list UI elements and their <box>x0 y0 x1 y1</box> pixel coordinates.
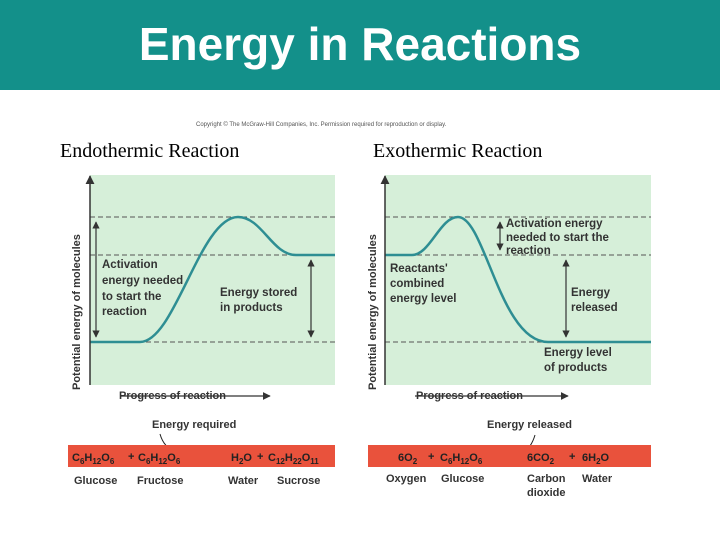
energy-required-caption: Energy required <box>152 419 236 431</box>
activation-label-line: needed to start the <box>506 232 609 244</box>
activation-label-line: reaction <box>506 245 551 257</box>
energy-curve <box>385 215 651 344</box>
x-axis-label: Progress of reaction <box>119 390 226 402</box>
y-axis-label: Potential energy of molecules <box>71 234 83 390</box>
reactants-label-line: Reactants' <box>390 263 448 275</box>
equation-product-water: 6H2O <box>582 452 610 466</box>
equation-product-co2: 6CO2 <box>527 452 555 466</box>
activation-label-line: Activation <box>102 259 158 271</box>
products-label-line: Energy level <box>544 347 612 359</box>
name-sucrose: Sucrose <box>277 475 320 487</box>
activation-label-line: reaction <box>102 306 147 318</box>
endothermic-equation-bar <box>68 445 335 467</box>
exothermic-subtitle: Exothermic Reaction <box>373 140 543 162</box>
name-carbon: Carbon <box>527 473 566 485</box>
name-glucose: Glucose <box>441 473 484 485</box>
activation-label-line: Activation energy <box>506 218 603 230</box>
energy-stored-label-line: Energy stored <box>220 287 297 299</box>
products-label-line: of products <box>544 362 607 374</box>
energy-stored-label-line: in products <box>220 302 283 314</box>
name-water: Water <box>228 475 259 487</box>
y-axis-label: Potential energy of molecules <box>367 234 379 390</box>
equation-plus: + <box>428 451 434 463</box>
equation-plus: + <box>128 451 134 463</box>
endothermic-diagram: Potential energy of molecules Progress o… <box>68 175 335 487</box>
equation-reactant-glucose: C6H12O6 <box>72 452 115 466</box>
name-water: Water <box>582 473 613 485</box>
name-dioxide: dioxide <box>527 487 566 499</box>
endothermic-plot-area <box>90 175 335 385</box>
page-title: Energy in Reactions <box>138 18 582 70</box>
energy-released-caption: Energy released <box>487 419 572 431</box>
endothermic-subtitle: Endothermic Reaction <box>60 140 240 162</box>
equation-product-water: H2O <box>231 452 252 466</box>
equation-plus: + <box>569 451 575 463</box>
energy-released-label-line: released <box>571 302 618 314</box>
activation-label-line: to start the <box>102 291 161 303</box>
equation-reactant-oxygen: 6O2 <box>398 452 418 466</box>
energy-curve <box>90 215 335 344</box>
reactants-label-line: energy level <box>390 293 456 305</box>
exothermic-plot-area <box>385 175 651 385</box>
name-oxygen: Oxygen <box>386 473 427 485</box>
equation-plus: + <box>257 451 263 463</box>
energy-released-label-line: Energy <box>571 287 611 299</box>
name-fructose: Fructose <box>137 475 183 487</box>
copyright-notice: Copyright © The McGraw-Hill Companies, I… <box>196 122 447 128</box>
equation-reactant-fructose: C6H12O6 <box>138 452 181 466</box>
equation-reactant-glucose: C6H12O6 <box>440 452 483 466</box>
x-axis-label: Progress of reaction <box>416 390 523 402</box>
title-banner: Energy in Reactions <box>0 0 720 90</box>
equation-product-sucrose: C12H22O11 <box>268 452 319 466</box>
name-glucose: Glucose <box>74 475 117 487</box>
exothermic-equation-bar <box>368 445 651 467</box>
exothermic-diagram: Potential energy of molecules Progress o… <box>367 175 651 499</box>
reactants-label-line: combined <box>390 278 444 290</box>
activation-label-line: energy needed <box>102 275 183 287</box>
